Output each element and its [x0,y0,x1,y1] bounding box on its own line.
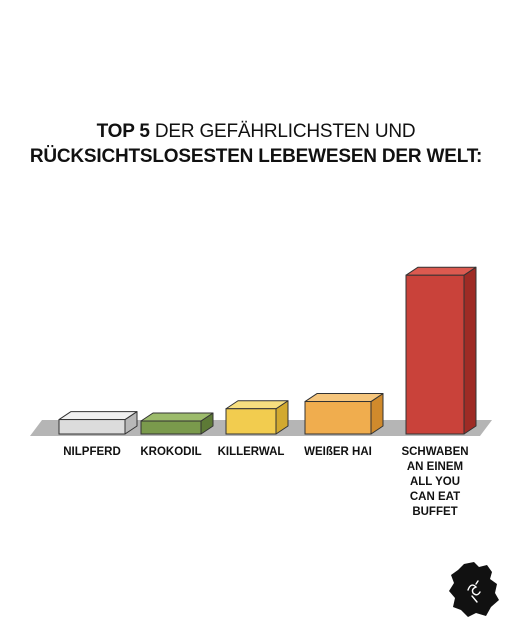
bar-top [140,412,214,422]
bar-top [405,266,477,276]
bar-top [225,400,289,410]
x-label-line: CAN EAT [410,491,460,503]
bar-face [405,274,465,435]
bar-2 [140,412,214,435]
bar-top [304,393,384,403]
chart-title-line-2: RÜCKSICHTSLOSESTEN LEBEWESEN DER WELT: [29,146,483,167]
x-label-line: WEIßER HAI [304,446,372,458]
swabia-map-icon [449,562,499,617]
title-emphasis: TOP 5 [96,121,150,142]
x-label-line: KROKODIL [140,446,201,458]
bar-face [225,408,277,435]
x-labels-group: NILPFERD KROKODIL KILLERWAL WEIßER HAI SCHWA… [63,446,468,518]
x-label-5: SCHWABEN AN EINEM ALL YOU CAN EAT BUFFET [401,446,468,518]
x-label-line: BUFFET [412,506,457,518]
title-rest: DER GEFÄHRLICHSTEN UND [149,121,416,142]
bar-face [58,419,126,435]
bars-group [58,266,477,435]
bar-face [304,401,372,435]
x-label-line: AN EINEM [407,461,463,473]
bar-side [463,266,477,435]
bar-3 [225,400,289,435]
bar-1 [58,411,138,435]
x-label-line: ALL YOU [410,476,460,488]
bar-top [58,411,138,421]
bar-face [140,420,202,435]
x-label-1: NILPFERD [63,446,121,458]
chart-title-line-1: TOP 5 DER GEFÄHRLICHSTEN UND [0,120,512,144]
x-label-3: KILLERWAL [218,446,285,458]
x-label-2: KROKODIL [140,446,201,458]
x-label-line: NILPFERD [63,446,121,458]
bar-5 [405,266,477,435]
x-label-line: SCHWABEN [401,446,468,458]
bar-4 [304,393,384,435]
x-label-line: KILLERWAL [218,446,285,458]
x-label-4: WEIßER HAI [304,446,372,458]
